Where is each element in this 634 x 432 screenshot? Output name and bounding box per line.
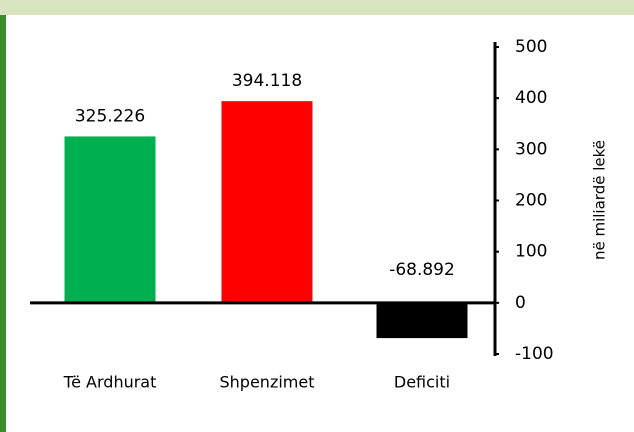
x-tick-label: Të Ardhurat [63, 373, 157, 392]
y-tick-label: 100 [515, 242, 547, 262]
y-axis-label: në miliardë lekë [591, 140, 609, 260]
bar [376, 302, 468, 339]
value-label: 394.118 [232, 71, 302, 91]
y-tick-label: 300 [515, 139, 547, 159]
y-tick-label: 400 [515, 88, 547, 108]
y-tick-label: 0 [515, 293, 526, 313]
left-border [0, 15, 6, 432]
x-tick-label: Shpenzimet [220, 373, 315, 392]
bar [64, 136, 156, 303]
header-strip [0, 0, 634, 15]
bar [221, 101, 313, 303]
x-tick-label: Deficiti [394, 373, 450, 392]
y-tick-label: -100 [515, 344, 554, 364]
y-tick-label: 500 [515, 37, 547, 57]
value-label: -68.892 [389, 260, 455, 280]
value-label: 325.226 [75, 106, 145, 126]
y-tick-label: 200 [515, 191, 547, 211]
